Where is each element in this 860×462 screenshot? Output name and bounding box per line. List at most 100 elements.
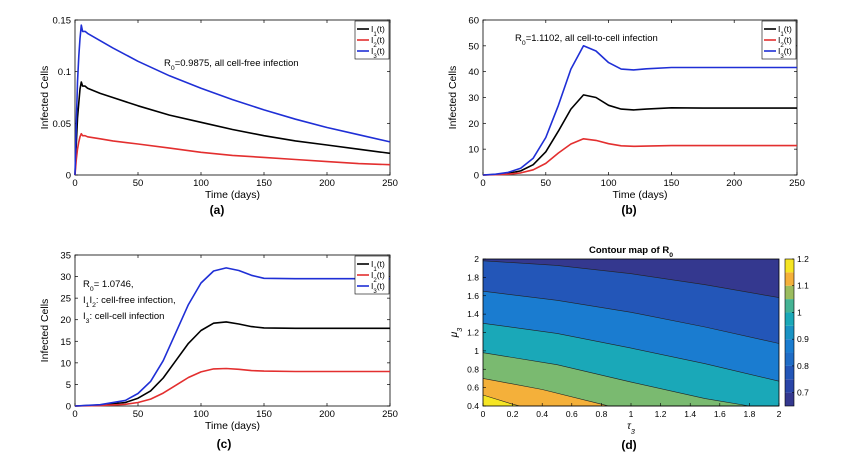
x-axis-label: Time (days)	[205, 420, 260, 432]
legend-label-suffix: (t)	[377, 281, 385, 291]
y-tick-label: 1.6	[467, 291, 479, 301]
x-axis-label-base: τ	[627, 421, 632, 432]
y-tick-label: 1	[474, 346, 479, 356]
legend-label-suffix: (t)	[784, 35, 792, 45]
y-tick-label: 40	[468, 67, 479, 78]
legend-label-sub: 3	[373, 53, 377, 60]
legend-label-suffix: (t)	[377, 270, 385, 280]
legend-label: I3(t)	[371, 46, 385, 60]
y-tick-label: 10	[60, 358, 71, 369]
x-tick-label: 150	[256, 409, 272, 420]
y-tick-label: 15	[60, 337, 71, 348]
x-tick-label: 0.6	[566, 409, 578, 419]
legend-label-sub: 2	[780, 42, 784, 49]
annotation-line-2: I1I2: cell-free infection,	[83, 295, 176, 309]
legend-label-sub: 3	[780, 53, 784, 60]
plot-frame	[74, 254, 391, 407]
series-line-i2	[74, 132, 391, 176]
legend-label-base: I	[778, 46, 780, 56]
colorbar-band	[785, 325, 794, 340]
colorbar-band	[785, 285, 794, 300]
annotation-part: : cell-cell infection	[89, 311, 164, 322]
series-line-i1	[482, 94, 797, 176]
legend-label-suffix: (t)	[377, 24, 385, 34]
colorbar-band	[785, 339, 794, 353]
x-tick-label: 0	[481, 409, 486, 419]
legend-label-base: I	[371, 35, 373, 45]
legend-label-sub: 3	[373, 288, 377, 295]
annotation-text: R0=0.9875, all cell-free infection	[164, 58, 299, 72]
y-tick-label: 0	[66, 171, 71, 182]
contour-line-3	[482, 290, 780, 344]
series-line-i3	[482, 44, 797, 176]
x-tick-label: 200	[319, 178, 335, 189]
legend-label-base: I	[371, 24, 373, 34]
y-axis-label: Infected Cells	[39, 66, 51, 130]
legend-label: I2(t)	[371, 270, 385, 284]
y-tick-label: 30	[468, 93, 479, 104]
series-line-i3	[74, 267, 390, 407]
x-tick-label: 0.2	[507, 409, 519, 419]
legend-label: I2(t)	[371, 35, 385, 49]
x-tick-label: 2	[777, 409, 782, 419]
annotation-line-3: I3: cell-cell infection	[83, 311, 164, 325]
panel-d-contour-map: 0 0.2 0.4 0.6 0.8 1 1.2 1.4 1.6 1.8 2 0.4 0.6 0.8 1 1.2…	[449, 245, 809, 452]
legend-label-sub: 1	[780, 31, 784, 38]
annotation-part: I	[83, 311, 86, 322]
annotation-sub: 3	[86, 318, 90, 325]
legend-label: I1(t)	[371, 24, 385, 38]
y-tick-label: 60	[468, 16, 479, 27]
legend: I1(t)I2(t)I3(t)	[761, 20, 797, 60]
legend-label: I3(t)	[778, 46, 792, 60]
legend: I1(t)I2(t)I3(t)	[354, 255, 390, 295]
contour-region-level-6	[483, 378, 779, 406]
y-tick-label: 20	[60, 315, 71, 326]
x-tick-label: 100	[601, 178, 617, 189]
legend-label-sub: 1	[373, 31, 377, 38]
series-line-i1	[74, 321, 390, 407]
y-tick-label: 0	[474, 171, 479, 182]
legend-label-base: I	[778, 35, 780, 45]
annotation-text: R0=1.1102, all cell-to-cell infection	[515, 33, 658, 47]
annotation-part: I	[83, 295, 86, 306]
x-tick-label: 0	[72, 178, 77, 189]
chart-title-base: Contour map of R	[589, 245, 669, 256]
contour-region-level-5	[483, 352, 779, 406]
y-tick-label: 1.4	[467, 309, 479, 319]
y-tick-label: 2	[474, 254, 479, 264]
legend-label-base: I	[778, 24, 780, 34]
annotation-rest: =1.1102, all cell-to-cell infection	[526, 33, 658, 44]
panel-caption: (d)	[621, 438, 636, 452]
y-tick-label: 5	[66, 380, 71, 391]
legend-label-sub: 1	[373, 266, 377, 273]
series-line-i2	[482, 138, 797, 176]
panel-caption: (c)	[217, 437, 232, 451]
y-tick-label: 0.6	[467, 383, 479, 393]
x-tick-label: 50	[133, 178, 144, 189]
x-axis-label: Time (days)	[205, 189, 260, 201]
annotation-line-1: R0= 1.0746,	[83, 279, 134, 293]
y-tick-label: 0.15	[53, 16, 72, 27]
panel-caption: (a)	[210, 203, 225, 217]
legend-label-base: I	[371, 46, 373, 56]
colorbar-band	[785, 259, 794, 273]
colorbar-band	[785, 365, 794, 380]
x-tick-label: 1	[629, 409, 634, 419]
x-tick-label: 250	[789, 178, 805, 189]
colorbar-tick-label: 0.9	[797, 334, 809, 344]
annotation-base: R	[164, 58, 171, 69]
legend-label: I1(t)	[371, 259, 385, 273]
x-tick-label: 200	[319, 409, 335, 420]
legend-label-sub: 2	[373, 277, 377, 284]
contour-line-4	[482, 323, 780, 382]
y-tick-label: 20	[468, 119, 479, 130]
y-tick-label: 1.2	[467, 328, 479, 338]
colorbar-band	[785, 299, 794, 313]
x-tick-label: 250	[382, 409, 398, 420]
y-tick-label: 0	[66, 402, 71, 413]
colorbar-tick-label: 0.7	[797, 388, 809, 398]
legend-label-sub: 2	[373, 42, 377, 49]
x-tick-label: 0	[72, 409, 77, 420]
x-tick-label: 1.8	[743, 409, 755, 419]
